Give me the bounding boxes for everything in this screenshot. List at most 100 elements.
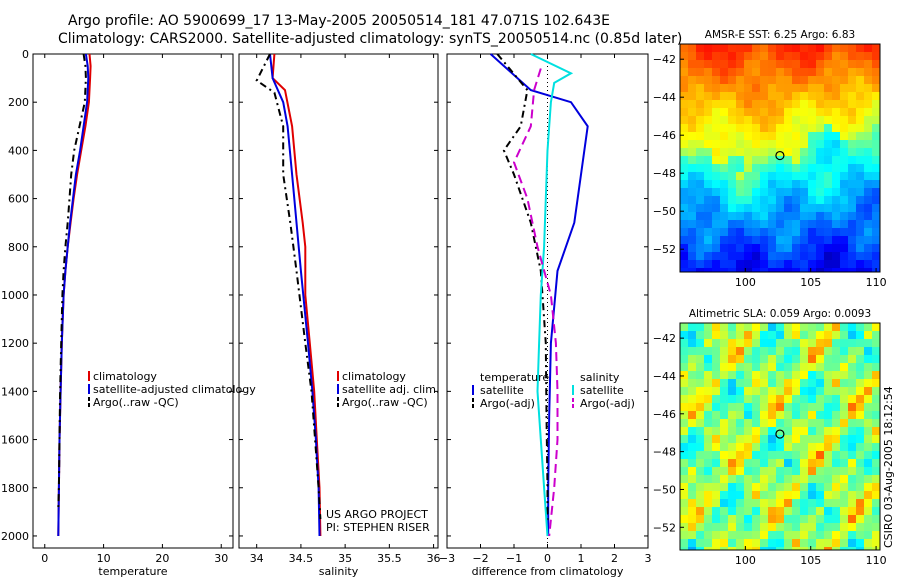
- sst-map-cell: [856, 156, 865, 165]
- sla-map-cell: [712, 339, 721, 348]
- sla-map-cell: [712, 491, 721, 500]
- sst-map-cell: [712, 164, 721, 173]
- sst-map-cell: [712, 236, 721, 245]
- sla-map-cell: [848, 387, 857, 396]
- sla-map-cell: [824, 347, 833, 356]
- sst-map-cell: [752, 244, 761, 253]
- sst-map-cell: [680, 148, 689, 157]
- sla-map-cell: [840, 515, 849, 524]
- sla-map-cell: [832, 539, 841, 548]
- sla-map-cell: [744, 427, 753, 436]
- sla-map-cell: [792, 331, 801, 340]
- sla-map-cell: [816, 395, 825, 404]
- sla-map-cell: [744, 419, 753, 428]
- sst-map-cell: [704, 228, 713, 237]
- sst-map-cell: [856, 172, 865, 181]
- sla-map-cell: [832, 451, 841, 460]
- sst-map-cell: [872, 124, 881, 133]
- sla-map-cell: [848, 443, 857, 452]
- sst-map-cell: [800, 68, 809, 77]
- sst-map-cell: [696, 228, 705, 237]
- sla-map-cell: [768, 515, 777, 524]
- sla-map-cell: [776, 523, 785, 532]
- sst-map-cell: [792, 60, 801, 69]
- sla-map-cell: [680, 475, 689, 484]
- sla-map-cell: [720, 403, 729, 412]
- sst-map-cell: [824, 196, 833, 205]
- sst-map-cell: [872, 188, 881, 197]
- sla-map-cell: [688, 507, 697, 516]
- sla-map-cell: [768, 387, 777, 396]
- sst-map-cell: [784, 44, 793, 53]
- sla-map-cell: [720, 435, 729, 444]
- sst-map-cell: [680, 252, 689, 261]
- sst-map-cell: [848, 116, 857, 125]
- sst-map-cell: [744, 252, 753, 261]
- sla-map-cell: [760, 419, 769, 428]
- sst-map-cell: [816, 92, 825, 101]
- sst-map-cell: [744, 60, 753, 69]
- sla-map-cell: [752, 403, 761, 412]
- sst-map-cell: [768, 212, 777, 221]
- sst-map-cell: [760, 188, 769, 197]
- sla-map-cell: [800, 531, 809, 540]
- sla-map-cell: [856, 371, 865, 380]
- sla-map-cell: [856, 475, 865, 484]
- sla-map-cell: [864, 427, 873, 436]
- salinity-xtick-label: 35.5: [377, 552, 402, 565]
- temperature-ytick-label: 200: [8, 96, 29, 109]
- sla-map-cell: [864, 531, 873, 540]
- sla-map-cell: [720, 419, 729, 428]
- sla-map-cell: [848, 339, 857, 348]
- sla-map-cell: [864, 507, 873, 516]
- sla-map-cell: [744, 483, 753, 492]
- sla-map-cell: [832, 483, 841, 492]
- sst-map-cell: [784, 260, 793, 269]
- sst-map-cell: [736, 268, 745, 273]
- sst-map-cell: [712, 268, 721, 273]
- sla-map-cell: [832, 339, 841, 348]
- sla-map-cell: [872, 531, 881, 540]
- sst-map-cell: [720, 124, 729, 133]
- sla-map-cell: [776, 403, 785, 412]
- sla-map-cell: [752, 499, 761, 508]
- sla-map-cell: [792, 347, 801, 356]
- sla-map-cell: [736, 499, 745, 508]
- sst-map-cell: [696, 188, 705, 197]
- sst-map-cell: [872, 204, 881, 213]
- sla-map-cell: [864, 467, 873, 476]
- sst-map-cell: [768, 52, 777, 61]
- sst-map-cell: [768, 148, 777, 157]
- sla-map-cell: [776, 547, 785, 551]
- sst-map-cell: [712, 52, 721, 61]
- difference-xlabel: difference from climatology: [472, 565, 624, 578]
- sst-map-cell: [872, 228, 881, 237]
- sst-map-cell: [744, 124, 753, 133]
- sla-map-cell: [864, 403, 873, 412]
- sst-map-cell: [680, 60, 689, 69]
- sst-map-cell: [696, 92, 705, 101]
- sla-map-cell: [792, 363, 801, 372]
- sla-map-cell: [704, 419, 713, 428]
- sst-map-cell: [864, 60, 873, 69]
- sla-map-cell: [752, 395, 761, 404]
- sst-map-cell: [848, 148, 857, 157]
- sla-map-cell: [784, 491, 793, 500]
- sst-map-cell: [824, 60, 833, 69]
- salinity-xtick-label: 34: [250, 552, 264, 565]
- sst-map-cell: [768, 268, 777, 273]
- sla-map-cell: [736, 483, 745, 492]
- sla-map-cell: [832, 371, 841, 380]
- sst-map-cell: [720, 244, 729, 253]
- sla-map-cell: [728, 419, 737, 428]
- sst-map-cell: [688, 76, 697, 85]
- sst-map-cell: [872, 236, 881, 245]
- sst-map-cell: [712, 84, 721, 93]
- sla-map-cell: [808, 323, 817, 332]
- sst-map-cell: [792, 244, 801, 253]
- sla-map-cell: [784, 451, 793, 460]
- sst-map-cell: [792, 116, 801, 125]
- sla-map-cell: [712, 507, 721, 516]
- sst-map-cell: [864, 260, 873, 269]
- sst-map-cell: [864, 204, 873, 213]
